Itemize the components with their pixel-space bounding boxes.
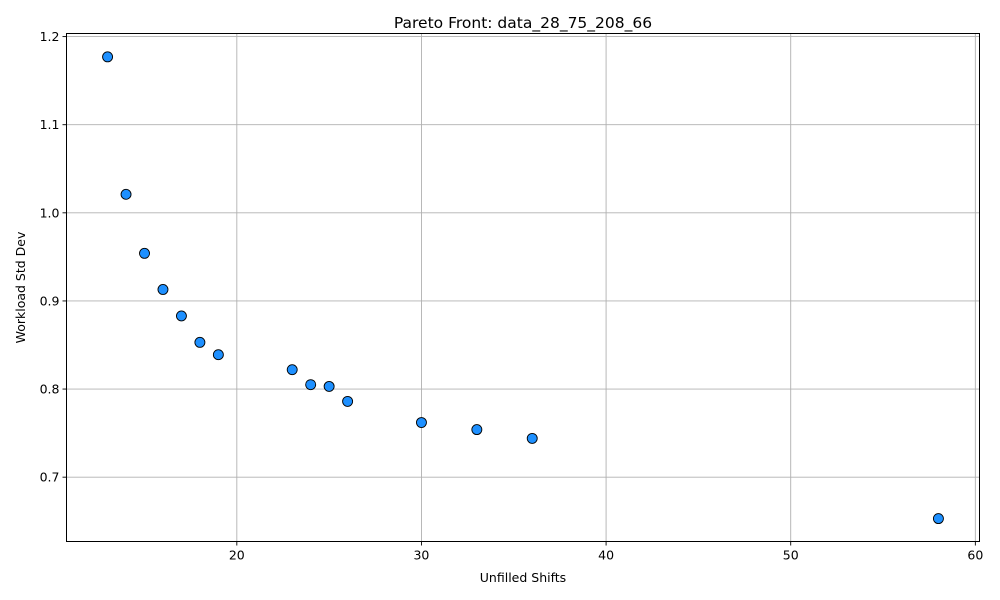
data-point bbox=[212, 349, 224, 361]
data-point bbox=[471, 424, 483, 436]
chart-title: Pareto Front: data_28_75_208_66 bbox=[394, 14, 652, 33]
data-point bbox=[342, 395, 354, 407]
data-point bbox=[305, 379, 317, 391]
data-point bbox=[102, 51, 114, 63]
data-point bbox=[175, 310, 187, 322]
y-axis-label: Workload Std Dev bbox=[13, 231, 28, 343]
x-axis-label: Unfilled Shifts bbox=[480, 570, 566, 585]
data-point bbox=[323, 380, 335, 392]
y-tick-label: 0.8 bbox=[40, 382, 60, 397]
x-tick-label: 40 bbox=[598, 548, 614, 563]
axis-ticks: 20 30 40 50 60 0.7 0.8 0.9 1.0 1.1 1.2 bbox=[40, 29, 984, 562]
data-point bbox=[526, 432, 538, 444]
data-point bbox=[416, 417, 427, 428]
y-tick-label: 0.9 bbox=[40, 293, 60, 308]
data-point bbox=[932, 513, 944, 525]
x-tick-label: 60 bbox=[967, 548, 983, 563]
x-tick-label: 20 bbox=[229, 548, 245, 563]
data-point bbox=[286, 364, 298, 376]
data-points bbox=[102, 51, 944, 525]
data-point bbox=[194, 336, 206, 348]
plot-frame bbox=[66, 33, 980, 542]
data-point bbox=[139, 247, 150, 259]
x-tick-label: 50 bbox=[783, 548, 799, 563]
y-tick-label: 1.1 bbox=[40, 117, 60, 132]
y-tick-label: 1.2 bbox=[40, 29, 60, 44]
y-tick-label: 1.0 bbox=[40, 205, 60, 220]
grid bbox=[66, 33, 980, 542]
data-point bbox=[157, 284, 169, 295]
x-tick-label: 30 bbox=[413, 548, 429, 563]
data-point bbox=[120, 188, 132, 200]
y-tick-label: 0.7 bbox=[40, 470, 60, 485]
